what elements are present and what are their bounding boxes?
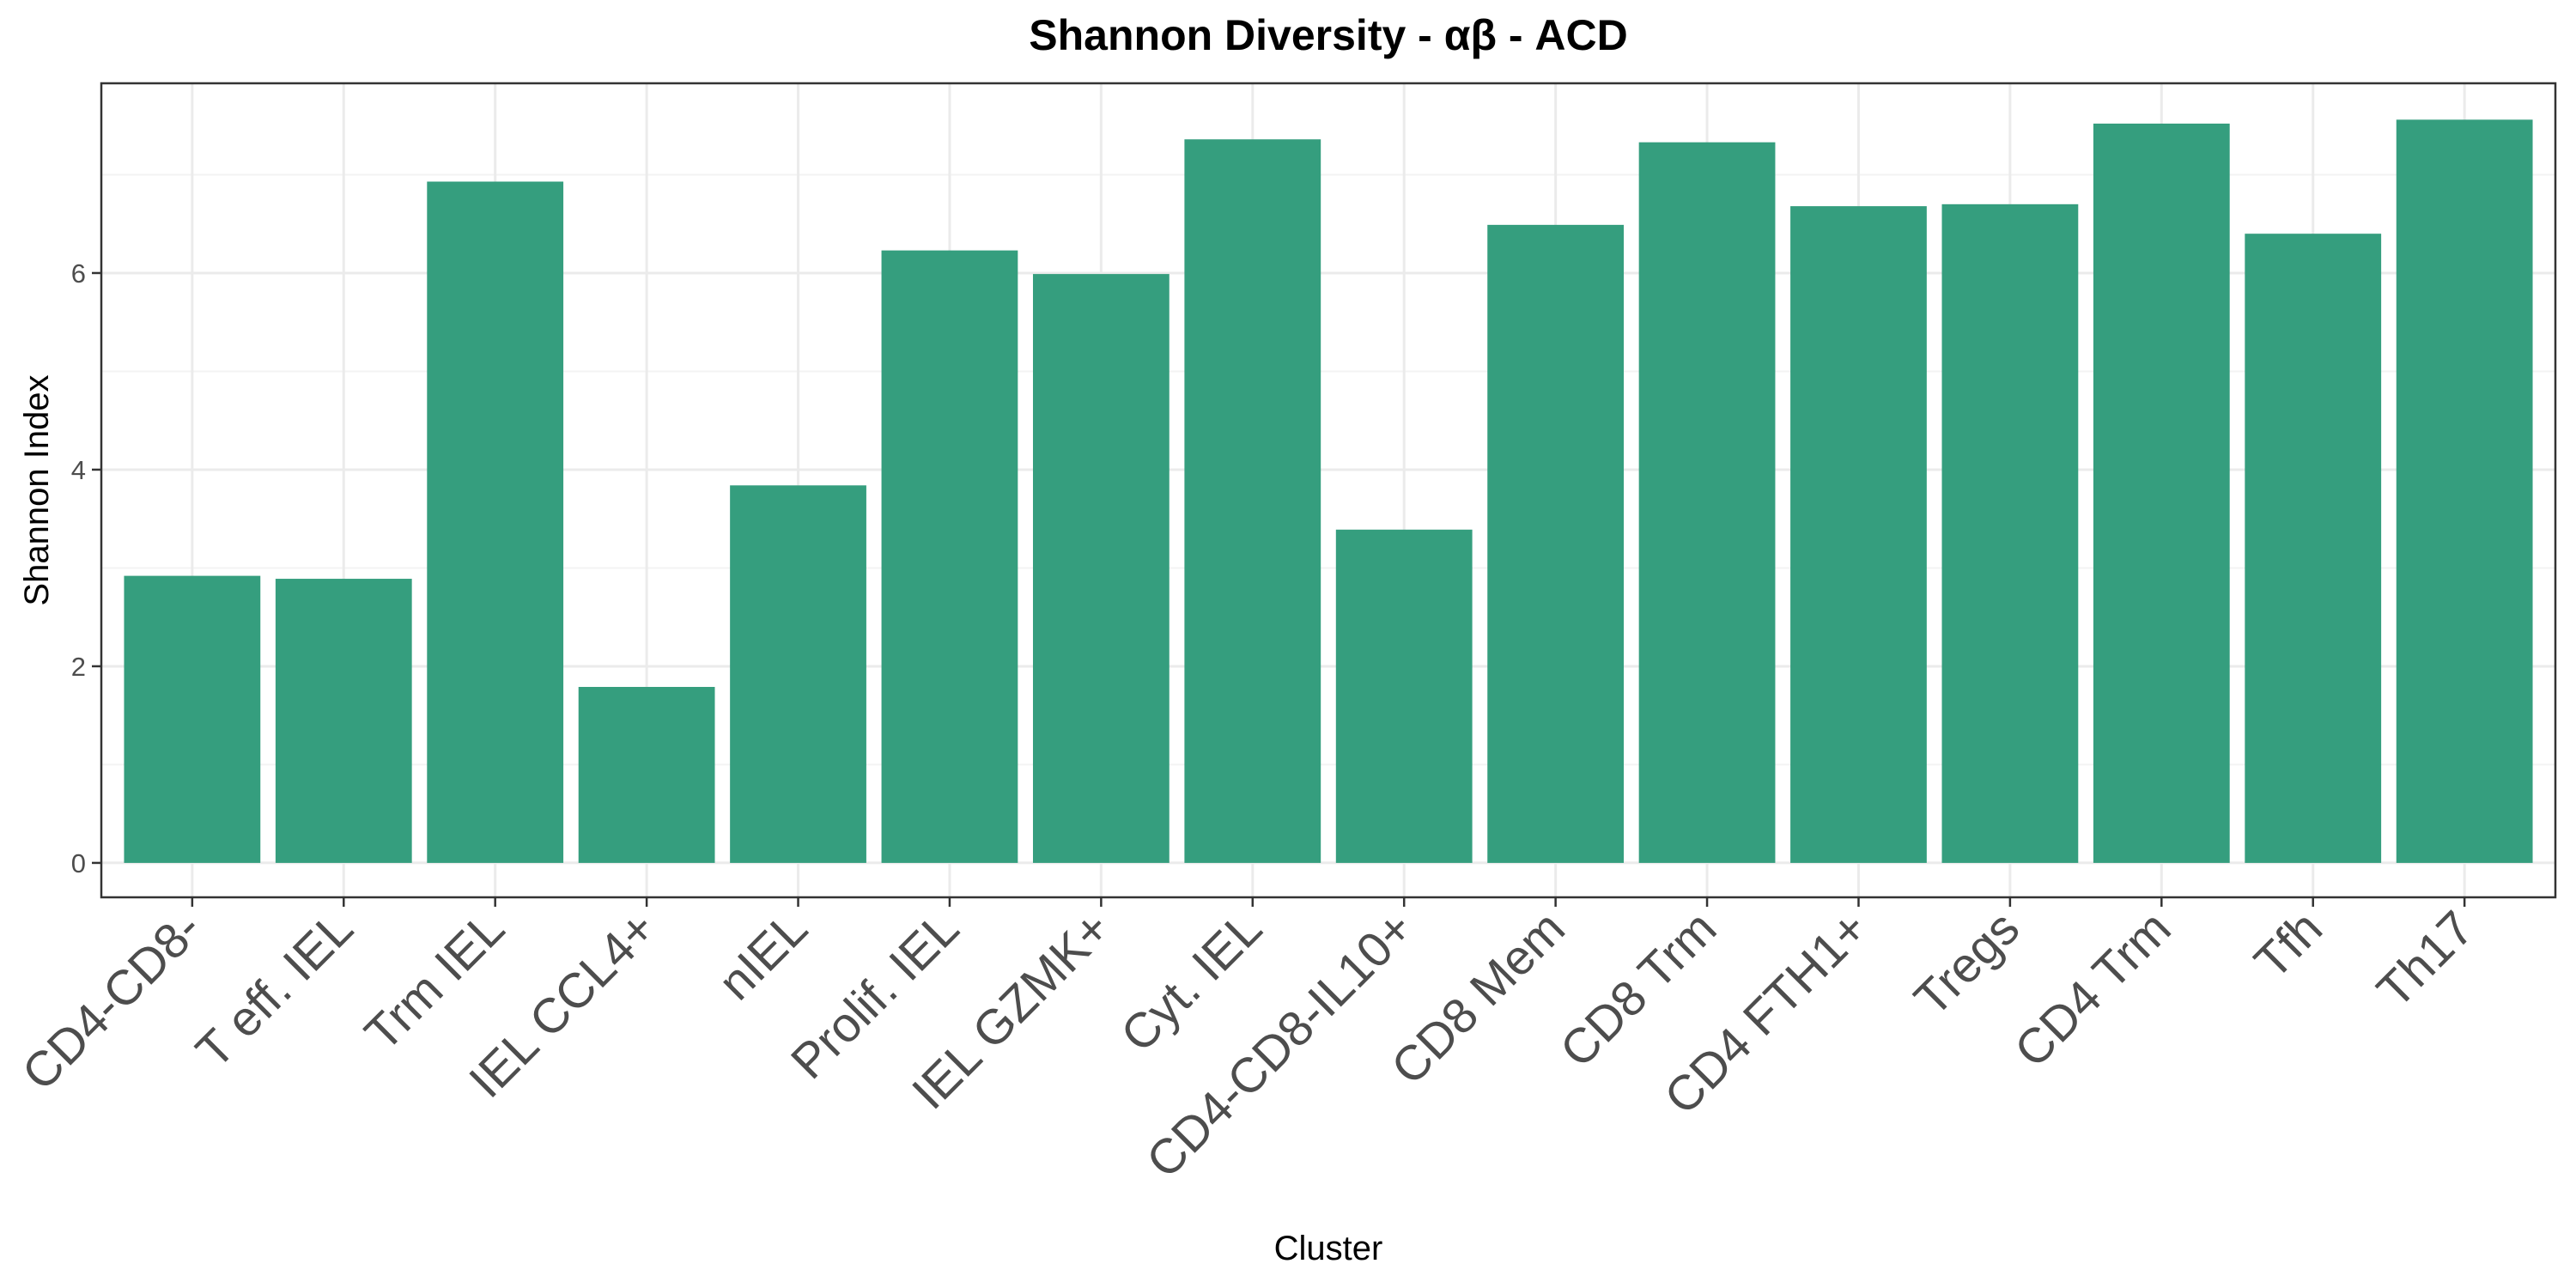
bar-niel — [730, 485, 866, 863]
bar-iel-ccl4 — [578, 686, 715, 863]
x-tick-label: Tfh — [2244, 901, 2332, 989]
bar-cyt-iel — [1184, 139, 1321, 863]
bar-iel-gzmk — [1032, 274, 1170, 863]
bar-cd4-cd8 — [124, 575, 261, 863]
x-tick-label: Th17 — [2366, 901, 2484, 1018]
bar-th17 — [2396, 119, 2533, 863]
chart-title: Shannon Diversity - αβ - ACD — [1029, 11, 1627, 59]
y-tick-label: 6 — [71, 258, 86, 289]
bar-cd8-mem — [1487, 224, 1625, 863]
plot-panel-border — [100, 82, 2557, 899]
x-tick-label: nIEL — [708, 901, 818, 1011]
y-tick-label: 4 — [71, 455, 86, 485]
y-tick-label: 2 — [71, 652, 86, 682]
bars — [124, 119, 2533, 863]
bar-t-eff-iel — [275, 579, 412, 863]
bar-cd4-fth1 — [1790, 206, 1927, 863]
bar-trm-iel — [427, 181, 564, 863]
bar-tfh — [2245, 234, 2382, 863]
x-tick-label: CD4 Trm — [2004, 901, 2181, 1078]
x-tick-label: CD4-CD8-IL10+ — [1136, 901, 1424, 1188]
bar-cd8-trm — [1638, 142, 1776, 863]
x-axis-title: Cluster — [1274, 1230, 1383, 1267]
x-tick-label: T eff. IEL — [185, 901, 363, 1078]
bar-prolif-iel — [881, 250, 1018, 863]
x-tick-label: Tregs — [1904, 901, 2030, 1027]
y-tick-label: 0 — [71, 848, 86, 878]
y-axis-title: Shannon Index — [18, 374, 56, 605]
bar-cd4-cd8-il10 — [1335, 529, 1473, 863]
bar-cd4-trm — [2093, 123, 2230, 863]
x-tick-label: CD4-CD8- — [12, 901, 212, 1101]
bar-tregs — [1941, 204, 2079, 863]
